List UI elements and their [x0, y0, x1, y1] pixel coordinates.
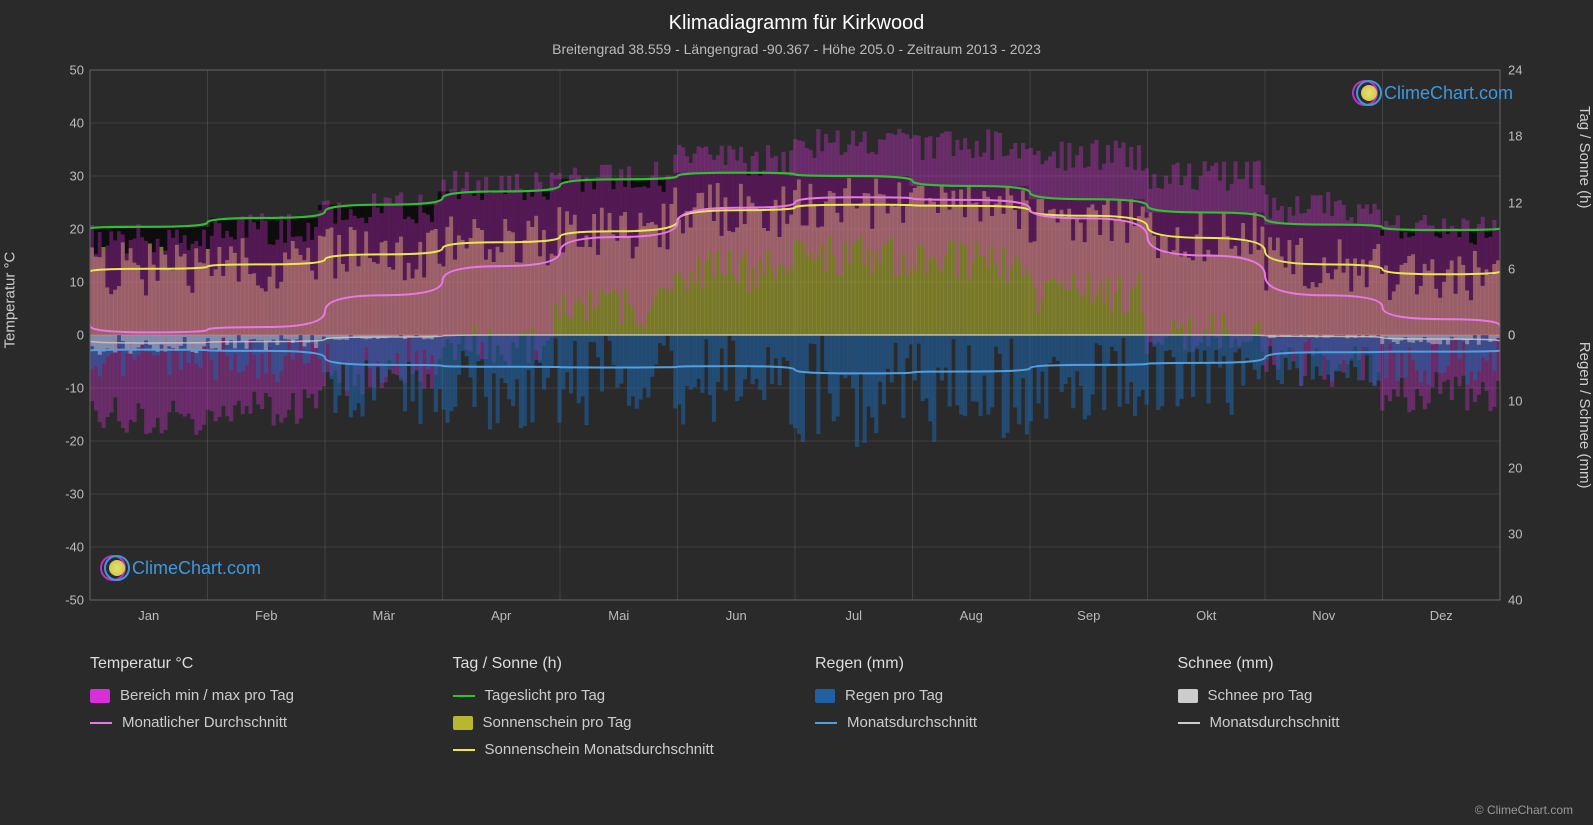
logo-icon [100, 555, 126, 581]
chart-container: Klimadiagramm für Kirkwood Breitengrad 3… [0, 0, 1593, 825]
swatch-rain [815, 689, 835, 703]
legend-label: Regen pro Tag [845, 687, 943, 704]
tick-label: 12 [1508, 195, 1522, 210]
legend-item: Monatsdurchschnitt [815, 714, 1158, 731]
legend-col-snow: Schnee (mm) Schnee pro Tag Monatsdurchsc… [1178, 655, 1521, 768]
legend-label: Sonnenschein Monatsdurchschnitt [485, 741, 714, 758]
tick-label: Feb [255, 608, 277, 623]
legend-item: Monatsdurchschnitt [1178, 714, 1521, 731]
legend-col-temp: Temperatur °C Bereich min / max pro Tag … [90, 655, 433, 768]
swatch-snow-avg [1178, 722, 1200, 724]
legend-col-rain: Regen (mm) Regen pro Tag Monatsdurchschn… [815, 655, 1158, 768]
tick-label: Jun [726, 608, 747, 623]
y-axis-left-label: Temperatur °C [2, 252, 19, 349]
tick-label: 24 [1508, 63, 1522, 78]
tick-label: Dez [1430, 608, 1453, 623]
legend-item: Tageslicht pro Tag [453, 687, 796, 704]
legend-label: Schnee pro Tag [1208, 687, 1313, 704]
legend-label: Sonnenschein pro Tag [483, 714, 632, 731]
tick-label: 10 [1508, 394, 1522, 409]
plot-area [80, 65, 1510, 620]
legend-item: Monatlicher Durchschnitt [90, 714, 433, 731]
daily-bars [90, 129, 1500, 447]
legend-item: Regen pro Tag [815, 687, 1158, 704]
tick-label: Nov [1312, 608, 1335, 623]
legend-item: Sonnenschein pro Tag [453, 714, 796, 731]
chart-subtitle: Breitengrad 38.559 - Längengrad -90.367 … [0, 35, 1593, 57]
tick-label: 20 [1508, 460, 1522, 475]
tick-label: 10 [70, 275, 84, 290]
y-axis-right-bottom-label: Regen / Schnee (mm) [1577, 342, 1593, 489]
tick-label: -40 [65, 540, 84, 555]
tick-label: 30 [70, 169, 84, 184]
logo-text: ClimeChart.com [132, 558, 261, 579]
tick-label: 0 [77, 328, 84, 343]
legend-item: Schnee pro Tag [1178, 687, 1521, 704]
tick-label: Apr [491, 608, 511, 623]
swatch-snow [1178, 689, 1198, 703]
legend-label: Tageslicht pro Tag [485, 687, 606, 704]
legend-header: Tag / Sonne (h) [453, 655, 796, 673]
logo-text: ClimeChart.com [1384, 83, 1513, 104]
legend-header: Schnee (mm) [1178, 655, 1521, 673]
tick-label: -30 [65, 487, 84, 502]
legend-col-sun: Tag / Sonne (h) Tageslicht pro Tag Sonne… [453, 655, 796, 768]
tick-label: 6 [1508, 261, 1515, 276]
tick-label: 20 [70, 222, 84, 237]
logo-top: ClimeChart.com [1352, 80, 1513, 106]
swatch-rain-avg [815, 722, 837, 724]
tick-label: -10 [65, 381, 84, 396]
swatch-sunshine-avg [453, 749, 475, 751]
copyright: © ClimeChart.com [1475, 803, 1573, 817]
tick-label: Sep [1077, 608, 1100, 623]
legend-label: Bereich min / max pro Tag [120, 687, 294, 704]
legend-item: Bereich min / max pro Tag [90, 687, 433, 704]
y-axis-right-top-label: Tag / Sonne (h) [1577, 106, 1593, 209]
legend-header: Temperatur °C [90, 655, 433, 673]
tick-label: Jan [138, 608, 159, 623]
tick-label: Aug [960, 608, 983, 623]
logo-bottom: ClimeChart.com [100, 555, 261, 581]
swatch-sunshine [453, 716, 473, 730]
swatch-daylight [453, 695, 475, 697]
chart-svg [80, 65, 1510, 620]
tick-label: Mär [373, 608, 395, 623]
legend: Temperatur °C Bereich min / max pro Tag … [90, 655, 1520, 768]
tick-label: 40 [1508, 593, 1522, 608]
legend-label: Monatlicher Durchschnitt [122, 714, 287, 731]
tick-label: Okt [1196, 608, 1216, 623]
tick-label: Mai [608, 608, 629, 623]
tick-label: 50 [70, 63, 84, 78]
tick-label: -50 [65, 593, 84, 608]
tick-label: 0 [1508, 328, 1515, 343]
swatch-temp-avg [90, 722, 112, 724]
tick-label: 30 [1508, 526, 1522, 541]
tick-label: 18 [1508, 129, 1522, 144]
tick-label: 40 [70, 116, 84, 131]
swatch-temp-range [90, 689, 110, 703]
legend-label: Monatsdurchschnitt [1210, 714, 1340, 731]
chart-title: Klimadiagramm für Kirkwood [0, 0, 1593, 35]
tick-label: -20 [65, 434, 84, 449]
logo-icon [1352, 80, 1378, 106]
legend-item: Sonnenschein Monatsdurchschnitt [453, 741, 796, 758]
legend-header: Regen (mm) [815, 655, 1158, 673]
tick-label: Jul [845, 608, 862, 623]
legend-label: Monatsdurchschnitt [847, 714, 977, 731]
